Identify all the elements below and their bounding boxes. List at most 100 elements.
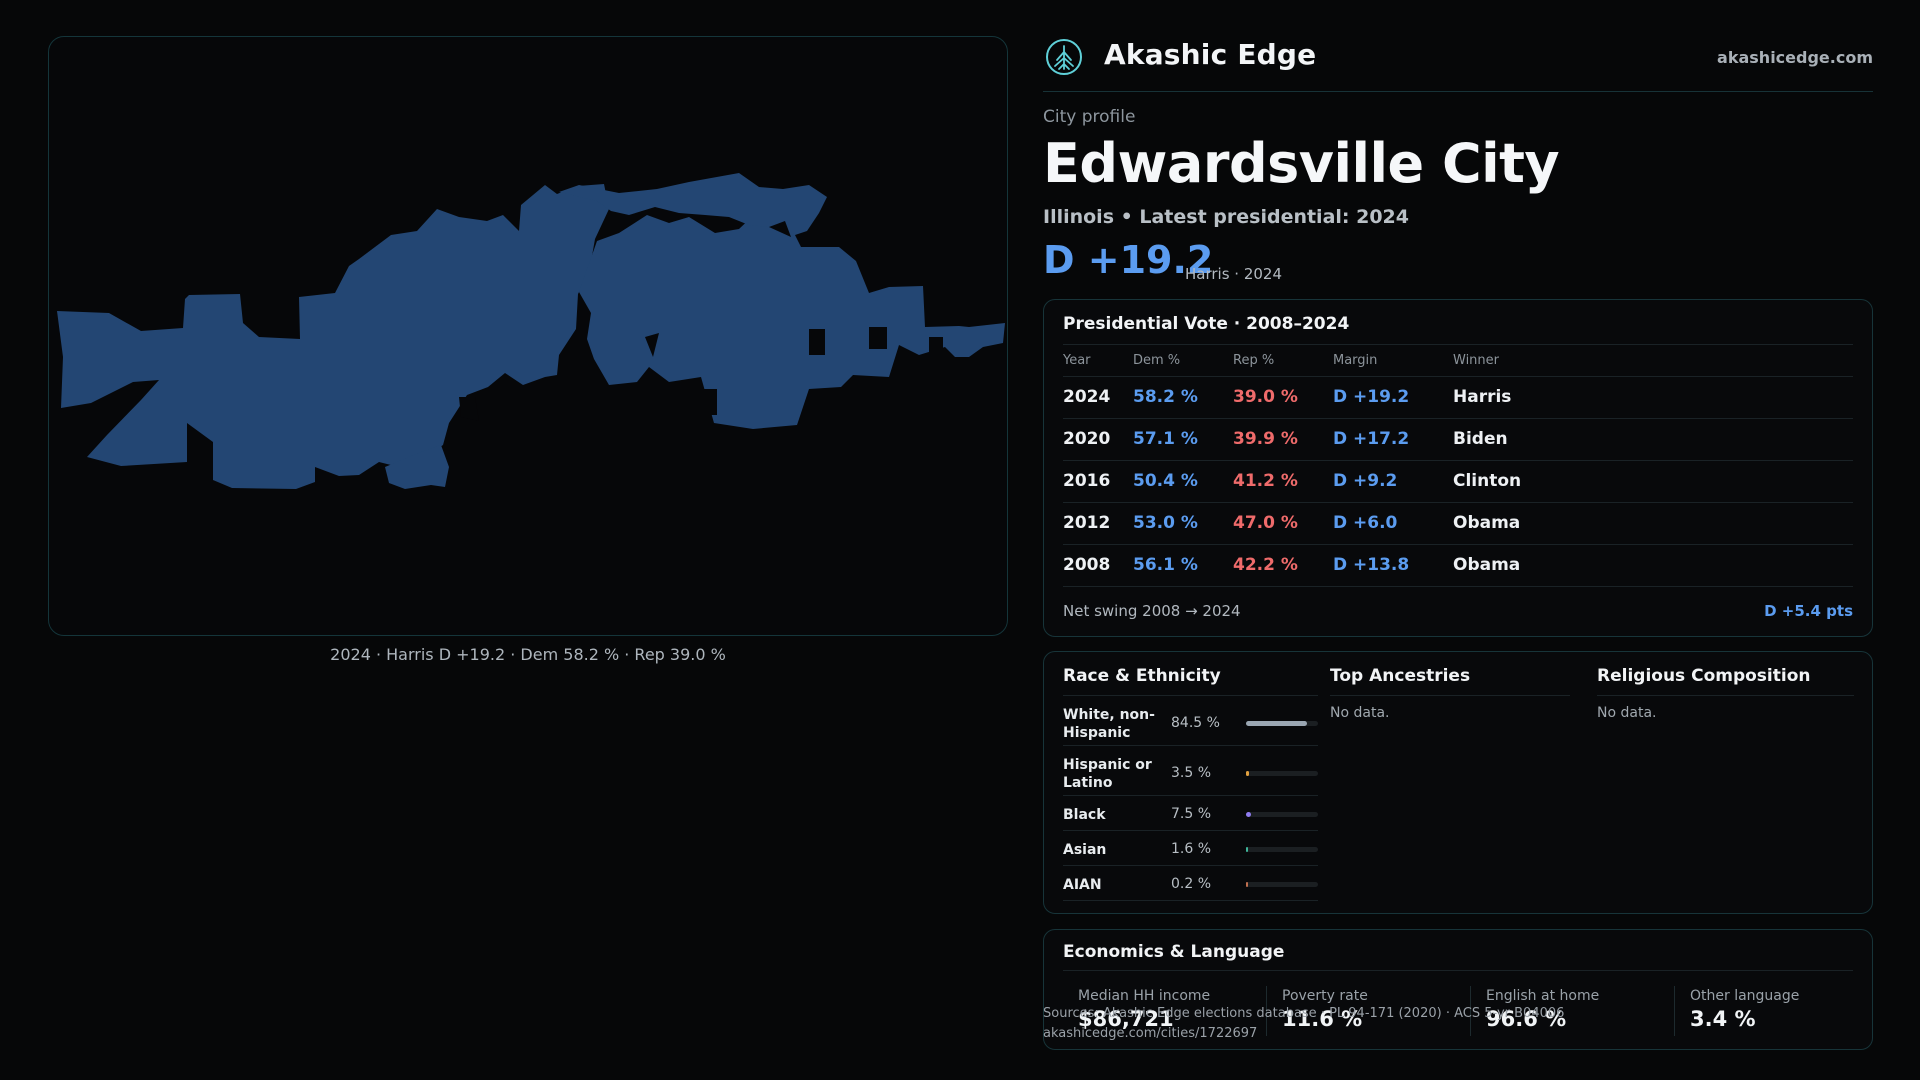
race-label: Asian xyxy=(1063,842,1107,858)
race-ethnicity-title: Race & Ethnicity xyxy=(1063,666,1318,696)
ancestries-section: Top Ancestries No data. xyxy=(1330,666,1570,721)
stat-label: Poverty rate xyxy=(1282,988,1368,1004)
race-label: White, non-Hispanic xyxy=(1063,707,1155,741)
source-url[interactable]: akashicedge.com/cities/1722697 xyxy=(1043,1026,1258,1041)
tree-icon xyxy=(1046,39,1082,75)
race-row: White, non-Hispanic 84.5 % xyxy=(1063,696,1318,746)
race-bar-fill xyxy=(1246,721,1307,726)
stat-label: Median HH income xyxy=(1078,988,1211,1004)
stat-value: 96.6 % xyxy=(1486,1007,1567,1031)
winner-cell: Obama xyxy=(1453,501,1853,544)
religion-title: Religious Composition xyxy=(1597,666,1854,696)
rep-cell: 42.2 % xyxy=(1233,543,1333,587)
margin-cell: D +17.2 xyxy=(1333,417,1453,460)
table-row: 2020 57.1 % 39.9 % D +17.2 Biden xyxy=(1063,417,1853,460)
year-cell: 2012 xyxy=(1063,501,1133,544)
column-header: Dem % xyxy=(1133,353,1181,369)
demographics-card: Race & Ethnicity White, non-Hispanic 84.5… xyxy=(1043,651,1873,914)
presidential-vote-title: Presidential Vote · 2008–2024 xyxy=(1063,314,1350,334)
race-percent: 0.2 % xyxy=(1171,876,1212,892)
race-bar-fill xyxy=(1246,812,1252,817)
column-header: Winner xyxy=(1453,353,1500,369)
race-ethnicity-section: Race & Ethnicity White, non-Hispanic 84.5… xyxy=(1063,666,1318,901)
dem-cell: 57.1 % xyxy=(1133,417,1233,460)
rep-cell: 47.0 % xyxy=(1233,501,1333,544)
race-label: AIAN xyxy=(1063,877,1102,893)
margin-cell: D +6.0 xyxy=(1333,501,1453,544)
stat-median-income: Median HH income $86,721 xyxy=(1078,988,1268,1042)
rep-cell: 41.2 % xyxy=(1233,459,1333,502)
dem-cell: 53.0 % xyxy=(1133,501,1233,544)
page-title: Edwardsville City xyxy=(1043,132,1560,195)
table-row: 2008 56.1 % 42.2 % D +13.8 Obama xyxy=(1063,543,1853,587)
race-bar-track xyxy=(1246,771,1318,776)
table-row: 2016 50.4 % 41.2 % D +9.2 Clinton xyxy=(1063,459,1853,502)
margin-cell: D +19.2 xyxy=(1333,375,1453,418)
religion-empty: No data. xyxy=(1597,705,1657,721)
stat-value: $86,721 xyxy=(1078,1007,1174,1031)
column-header: Margin xyxy=(1333,353,1378,369)
source-footer: Sources: Akashic Edge elections database… xyxy=(1043,1004,1564,1044)
stat-other-language: Other language 3.4 % xyxy=(1690,988,1880,1042)
year-cell: 2020 xyxy=(1063,417,1133,460)
race-bar-track xyxy=(1246,882,1318,887)
net-swing-label: Net swing 2008 → 2024 xyxy=(1063,602,1241,620)
stat-value: 3.4 % xyxy=(1690,1007,1756,1031)
brand-name: Akashic Edge xyxy=(1104,38,1317,71)
margin-cell: D +9.2 xyxy=(1333,459,1453,502)
stat-label: English at home xyxy=(1486,988,1600,1004)
race-percent: 84.5 % xyxy=(1171,715,1220,731)
dem-cell: 50.4 % xyxy=(1133,459,1233,502)
race-row: AIAN 0.2 % xyxy=(1063,866,1318,901)
map-region-east xyxy=(579,203,1005,429)
year-cell: 2008 xyxy=(1063,543,1133,587)
brand-header: Akashic Edge akashicedge.com xyxy=(1043,34,1873,92)
headline-margin-note: Harris · 2024 xyxy=(1185,265,1283,283)
race-row: Asian 1.6 % xyxy=(1063,831,1318,866)
race-percent: 3.5 % xyxy=(1171,765,1212,781)
race-bar-track xyxy=(1246,721,1318,726)
city-map[interactable] xyxy=(48,36,1008,636)
dem-cell: 58.2 % xyxy=(1133,375,1233,418)
race-row: Black 7.5 % xyxy=(1063,796,1318,831)
religion-section: Religious Composition No data. xyxy=(1597,666,1854,721)
economics-title: Economics & Language xyxy=(1063,942,1285,962)
race-bar-fill xyxy=(1246,771,1249,776)
page-subtitle: Illinois • Latest presidential: 2024 xyxy=(1043,206,1410,228)
source-text: Sources: Akashic Edge elections database… xyxy=(1043,1006,1565,1021)
stat-label: Other language xyxy=(1690,988,1800,1004)
year-cell: 2024 xyxy=(1063,375,1133,418)
stat-poverty-rate: Poverty rate 11.6 % xyxy=(1282,988,1472,1042)
column-header: Year xyxy=(1063,353,1091,369)
ancestries-empty: No data. xyxy=(1330,705,1390,721)
net-swing-value: D +5.4 pts xyxy=(1764,602,1853,620)
winner-cell: Clinton xyxy=(1453,459,1853,502)
race-percent: 7.5 % xyxy=(1171,806,1212,822)
race-bar-fill xyxy=(1246,882,1248,887)
site-link[interactable]: akashicedge.com xyxy=(1717,48,1873,67)
dem-cell: 56.1 % xyxy=(1133,543,1233,587)
rep-cell: 39.0 % xyxy=(1233,375,1333,418)
race-label: Black xyxy=(1063,807,1106,823)
year-cell: 2016 xyxy=(1063,459,1133,502)
race-label: Hispanic or Latino xyxy=(1063,757,1152,791)
winner-cell: Harris xyxy=(1453,375,1853,418)
winner-cell: Biden xyxy=(1453,417,1853,460)
race-bar-fill xyxy=(1246,847,1248,852)
stat-english-at-home: English at home 96.6 % xyxy=(1486,988,1676,1042)
table-row: 2012 53.0 % 47.0 % D +6.0 Obama xyxy=(1063,501,1853,544)
column-header: Rep % xyxy=(1233,353,1275,369)
winner-cell: Obama xyxy=(1453,543,1853,587)
map-caption: 2024 · Harris D +19.2 · Dem 58.2 % · Rep… xyxy=(330,645,726,664)
profile-panel: Akashic Edge akashicedge.com City profil… xyxy=(1043,0,1873,1080)
race-bar-track xyxy=(1246,812,1318,817)
table-row: 2024 58.2 % 39.0 % D +19.2 Harris xyxy=(1063,375,1853,418)
race-ethnicity-list: White, non-Hispanic 84.5 % Hispanic or Lat… xyxy=(1063,696,1318,901)
map-region-south xyxy=(385,445,449,489)
race-percent: 1.6 % xyxy=(1171,841,1212,857)
race-bar-track xyxy=(1246,847,1318,852)
map-region-north xyxy=(559,173,827,237)
presidential-vote-card: Presidential Vote · 2008–2024 Year Dem %… xyxy=(1043,299,1873,637)
economics-card: Economics & Language Median HH income $8… xyxy=(1043,929,1873,1050)
ancestries-title: Top Ancestries xyxy=(1330,666,1570,696)
